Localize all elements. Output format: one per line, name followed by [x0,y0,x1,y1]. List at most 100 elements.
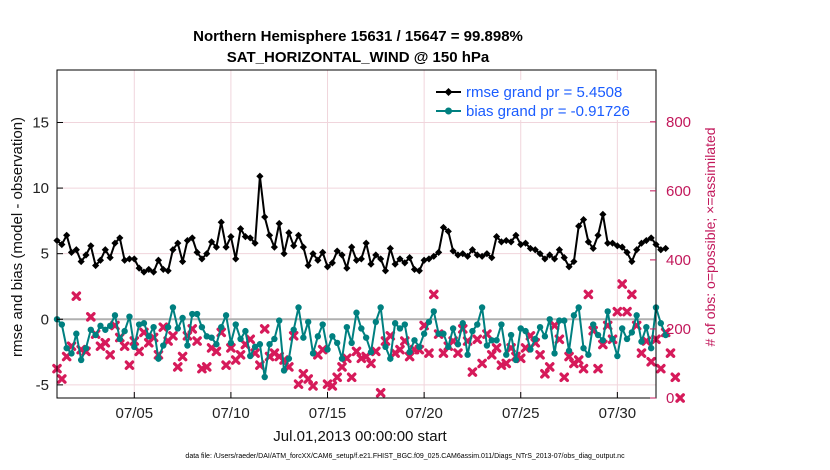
obs-assimilated-marker [544,362,555,372]
rmse-point [357,255,365,263]
rmse-point [236,225,245,233]
bias-point [164,323,172,331]
bias-point [150,323,157,331]
obs-assimilated-marker [177,351,188,362]
bias-point [483,342,491,349]
obs-assimilated-marker [361,351,371,362]
bias-point [63,344,70,352]
bias-point [435,330,442,337]
bias-point [454,341,462,348]
x-tick-label: 07/25 [502,405,540,422]
bias-point [643,323,650,331]
bias-point [222,312,230,319]
bias-point [300,334,307,341]
rmse-point [410,265,419,274]
rmse-point [497,238,506,246]
bias-point [507,331,515,339]
obs-assimilated-marker [366,358,376,369]
rmse-point [415,267,423,275]
rmse-point [546,251,554,259]
bias-point [541,333,549,340]
bias-point [594,331,602,339]
bias-point [590,321,597,328]
rmse-point [251,239,259,247]
rmse-point [63,231,71,239]
bias-point [111,312,119,319]
bias-point [367,348,375,356]
bias-point [174,325,181,332]
rmse-point [82,251,90,259]
rmse-point [183,236,192,245]
rmse-point [628,257,636,266]
bias-point [304,318,312,326]
obs-assimilated-marker [211,346,222,357]
bias-point [213,341,220,348]
rmse-point [174,239,182,247]
bias-point [145,333,152,340]
obs-assimilated-marker [308,381,318,391]
rmse-point [401,259,409,267]
obs-assimilated-marker [105,350,115,360]
rmse-point [106,254,114,262]
grid [57,70,656,398]
bias-point [561,317,568,324]
rmse-point [265,231,274,239]
y2-tick-label: 400 [666,252,691,269]
bias-point [329,333,336,340]
rmse-point [232,255,240,263]
obs-assimilated-marker [501,358,512,369]
x-axis-label: Jul.01,2013 00:00:00 start [273,428,447,445]
obs-assimilated-marker [665,348,676,358]
bias-point [358,325,365,332]
rmse-point [135,264,143,272]
bias-point [203,333,210,340]
bias-point [285,355,293,362]
rmse-point [430,252,438,260]
rmse-point [521,239,530,247]
rmse-point [314,256,322,264]
bias-point [556,317,563,324]
bias-point [309,350,317,357]
bias-point [208,334,215,341]
bias-point [92,331,99,339]
bias-point [77,356,85,364]
bias-point [372,318,380,326]
rmse-point [203,250,211,258]
bias-point [628,329,636,336]
rmse-point [647,234,655,242]
obs-assimilated-marker [453,348,463,358]
rmse-point [270,243,278,251]
bias-point [232,321,239,328]
bias-point [324,346,331,353]
obs-assimilated-marker [472,334,483,345]
rmse-point [367,260,375,268]
obs-assimilated-marker [467,367,478,377]
obs-assimilated-marker [636,348,647,358]
obs-assimilated-marker [327,381,338,391]
rmse-point [439,223,448,232]
bias-point [420,330,428,337]
bias-point [218,323,225,331]
legend-bias-marker [445,107,452,115]
y2-tick-label: 200 [666,321,691,338]
y-tick-label: 0 [41,311,49,328]
rmse-point [67,248,76,256]
rmse-point [492,233,501,241]
rmse-point [488,254,496,262]
rmse-point [464,252,472,260]
bias-point [430,308,437,315]
obs-assimilated-marker [332,372,342,383]
bias-point [469,327,476,335]
rmse-point [193,248,201,256]
rmse-point [642,236,650,245]
rmse-point [140,268,148,276]
rmse-point [299,243,307,251]
x-tick-label: 07/10 [212,405,250,422]
obs-assimilated-marker [395,344,405,355]
bias-point [657,320,665,327]
rmse-point [633,246,641,254]
y2-axis-label: # of obs: o=possible; ×=assimilated [702,127,718,346]
bias-point [155,355,162,362]
obs-assimilated-marker [134,346,144,357]
bias-point [58,321,66,328]
